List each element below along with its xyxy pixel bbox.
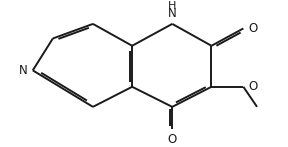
Text: O: O <box>248 80 257 93</box>
Text: H: H <box>168 1 177 11</box>
Text: O: O <box>248 22 257 35</box>
Text: N: N <box>168 7 177 20</box>
Text: N: N <box>18 64 27 77</box>
Text: O: O <box>168 133 177 146</box>
